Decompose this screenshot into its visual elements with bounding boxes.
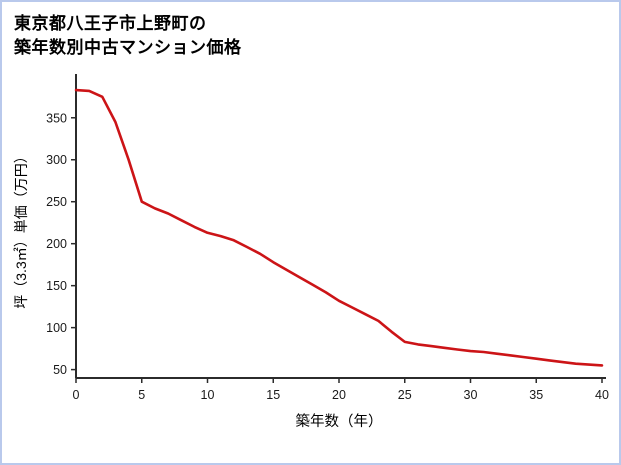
y-tick-label: 50: [53, 363, 67, 377]
y-tick-label: 300: [46, 153, 67, 167]
y-tick-label: 350: [46, 111, 67, 125]
chart-title-line1: 東京都八王子市上野町の: [14, 14, 207, 33]
y-tick-label: 150: [46, 279, 67, 293]
x-tick-label: 5: [138, 388, 145, 402]
y-tick-label: 250: [46, 195, 67, 209]
chart-title: 東京都八王子市上野町の 築年数別中古マンション価格: [14, 12, 242, 60]
y-tick-label: 200: [46, 237, 67, 251]
price-line: [74, 88, 604, 367]
x-tick-label: 25: [398, 388, 412, 402]
y-tick-label: 100: [46, 321, 67, 335]
line-chart: 0 5 10 15 20 25 30 35 40 50 100 150 200 250 300 350 築年数（…: [8, 64, 618, 462]
x-tick-label: 35: [529, 388, 543, 402]
x-tick-label: 10: [201, 388, 215, 402]
y-axis-label: 坪（3.3㎡）単価（万円）: [13, 149, 29, 308]
x-tick-label: 20: [332, 388, 346, 402]
x-axis-label: 築年数（年）: [296, 412, 383, 430]
x-tick-label: 15: [266, 388, 280, 402]
x-tick-label: 0: [73, 388, 80, 402]
x-tick-label: 40: [595, 388, 609, 402]
chart-title-line2: 築年数別中古マンション価格: [14, 37, 242, 57]
x-tick-label: 30: [464, 388, 478, 402]
price-by-age-chart: 0 5 10 15 20 25 30 35 40 50 100 150 200 250 300 350 築年数（…: [13, 74, 609, 430]
